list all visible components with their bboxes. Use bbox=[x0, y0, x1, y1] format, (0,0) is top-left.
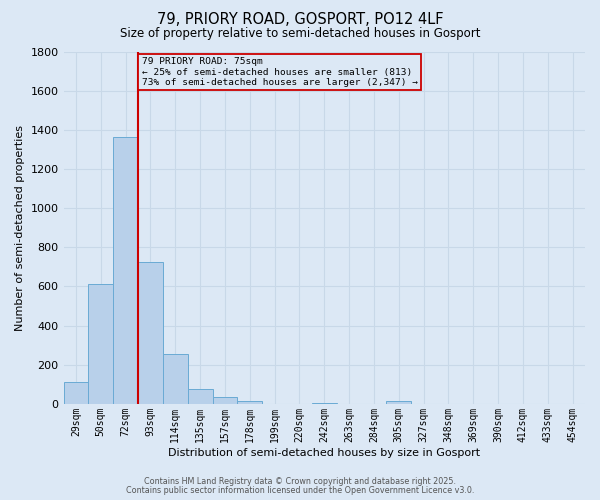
Bar bbox=[188, 388, 212, 404]
Text: 79, PRIORY ROAD, GOSPORT, PO12 4LF: 79, PRIORY ROAD, GOSPORT, PO12 4LF bbox=[157, 12, 443, 28]
Text: Size of property relative to semi-detached houses in Gosport: Size of property relative to semi-detach… bbox=[120, 28, 480, 40]
Bar bbox=[312, 403, 337, 404]
Text: 79 PRIORY ROAD: 75sqm
← 25% of semi-detached houses are smaller (813)
73% of sem: 79 PRIORY ROAD: 75sqm ← 25% of semi-deta… bbox=[142, 58, 418, 87]
Y-axis label: Number of semi-detached properties: Number of semi-detached properties bbox=[15, 124, 25, 330]
Bar bbox=[64, 382, 88, 404]
Bar bbox=[163, 354, 188, 404]
Bar bbox=[212, 397, 238, 404]
Text: Contains HM Land Registry data © Crown copyright and database right 2025.: Contains HM Land Registry data © Crown c… bbox=[144, 477, 456, 486]
Bar bbox=[238, 402, 262, 404]
Bar bbox=[386, 402, 411, 404]
X-axis label: Distribution of semi-detached houses by size in Gosport: Distribution of semi-detached houses by … bbox=[168, 448, 481, 458]
Bar bbox=[138, 262, 163, 404]
Bar bbox=[88, 284, 113, 404]
Text: Contains public sector information licensed under the Open Government Licence v3: Contains public sector information licen… bbox=[126, 486, 474, 495]
Bar bbox=[113, 137, 138, 404]
